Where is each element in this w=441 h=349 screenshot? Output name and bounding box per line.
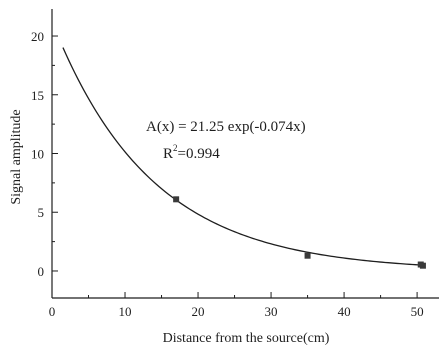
x-ticks: 0 10 20 30 40 50 [49,292,424,319]
y-tick-label: 10 [31,147,44,162]
fit-curve [62,47,425,266]
x-tick-label: 30 [265,304,278,319]
fit-r-squared: R2=0.994 [163,143,220,162]
fit-equation: A(x) = 21.25 exp(-0.074x) [146,119,306,135]
y-tick-label: 5 [38,205,45,220]
x-tick-label: 10 [119,304,132,319]
x-tick-label: 20 [192,304,205,319]
data-points [173,196,426,269]
x-tick-label: 0 [49,304,56,319]
y-ticks: 0 5 10 15 20 [31,29,58,279]
y-tick-label: 0 [38,264,45,279]
x-axis-label: Distance from the source(cm) [163,331,330,346]
axes [51,9,439,299]
y-axis-label: Signal amplitude [9,109,24,204]
r2-value: =0.994 [178,146,221,162]
x-tick-label: 40 [338,304,351,319]
y-tick-label: 20 [31,29,44,44]
data-point [173,196,180,203]
x-tick-label: 50 [411,304,424,319]
data-point [419,262,426,269]
r2-prefix: R [163,146,173,162]
data-point [304,252,311,259]
y-tick-label: 15 [31,88,44,103]
r2-exponent: 2 [173,143,178,153]
